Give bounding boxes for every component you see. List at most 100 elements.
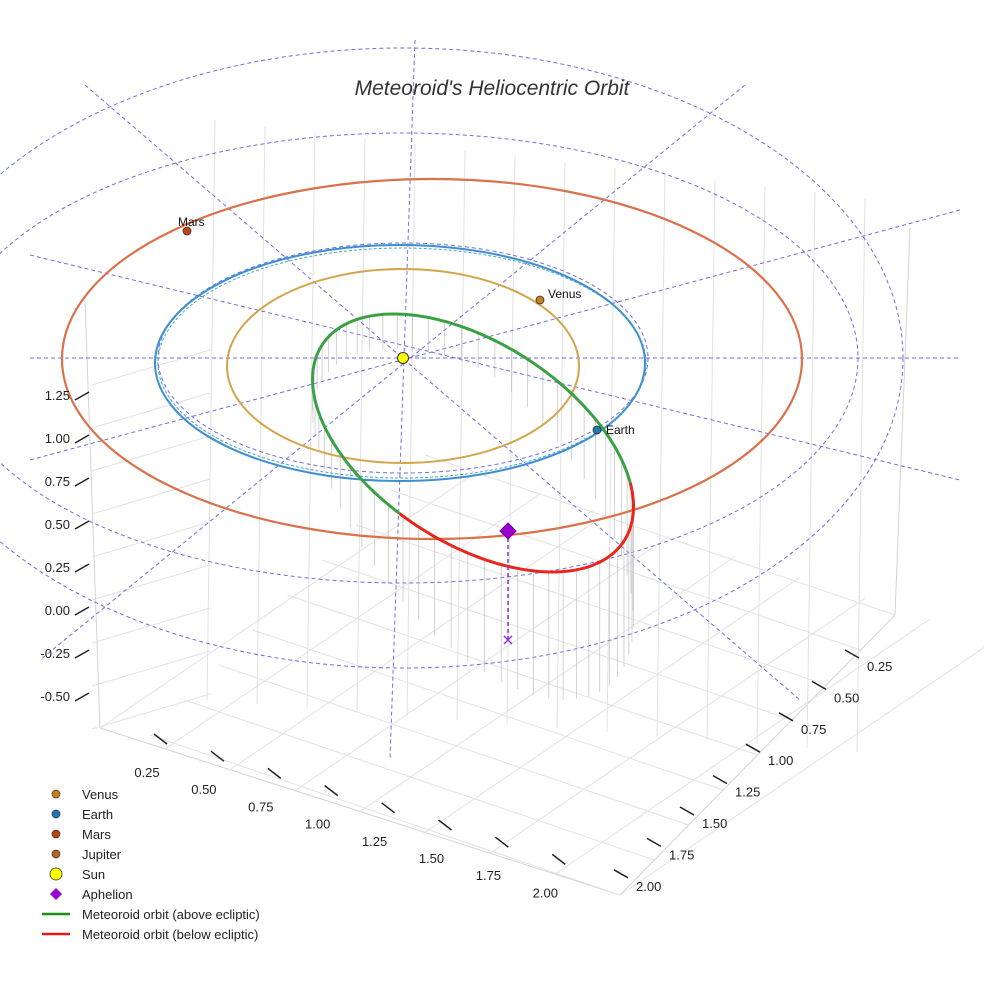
floor-gridline [184, 699, 655, 861]
pane-gridline [356, 137, 366, 713]
legend-label: Meteoroid orbit (below ecliptic) [82, 927, 258, 942]
floor-gridline [218, 664, 689, 826]
mars-marker [182, 226, 192, 236]
venus-marker [535, 295, 545, 305]
pane-gridline [91, 564, 211, 601]
pane-gridline [306, 131, 316, 709]
floor-gridline [294, 535, 671, 792]
x-tick-mark [494, 836, 509, 848]
x-tick-label: 1.00 [305, 817, 330, 832]
legend-marker [51, 809, 61, 819]
legend: Venus Earth Mars Jupiter Sun Aphelion Meteoroi… [42, 787, 260, 942]
venus-orbit [226, 268, 580, 464]
y-tick-mark [613, 869, 629, 879]
pane-gridline [91, 349, 211, 386]
pane-gridline [656, 173, 666, 737]
z-tick-mark [74, 692, 90, 702]
floor-gridline [287, 594, 758, 756]
pane-gridline [856, 197, 866, 753]
pane-gridline [556, 161, 566, 729]
planet-label-earth: Earth [606, 423, 635, 437]
pane-gridline [91, 607, 211, 644]
pane-gridline [91, 650, 211, 687]
z-tick-mark [74, 434, 90, 444]
x-tick-label: 0.50 [191, 782, 216, 797]
floor-gridline [390, 489, 861, 651]
pane-gridline [406, 143, 416, 717]
meteoroid-orbit-above [310, 312, 632, 515]
floor-gridline [229, 514, 606, 771]
planet-label-mars: Mars [178, 215, 205, 229]
y-tick-mark [646, 837, 662, 848]
z-tick-label: 0.00 [45, 603, 70, 618]
x-tick-label: 1.25 [362, 834, 387, 849]
legend-label: Mars [82, 827, 111, 842]
earth-marker [592, 425, 602, 435]
aphelion-projection-x: × [501, 630, 514, 649]
pane-gridline [256, 125, 266, 705]
pane-gridline [756, 185, 766, 745]
legend-marker [49, 867, 63, 881]
planet-orbits [60, 177, 804, 541]
polar-spoke [39, 84, 746, 661]
y-tick-mark [745, 743, 761, 753]
pane-gridline [456, 149, 466, 721]
planet-markers: Mars Venus Earth [178, 215, 635, 540]
floor-gridline [164, 493, 541, 750]
aphelion-marker [499, 522, 517, 540]
meteoroid-orbit: × [310, 312, 636, 649]
legend-marker [51, 789, 61, 799]
z-tick-mark [74, 520, 90, 530]
chart-title: Meteoroid's Heliocentric Orbit [355, 77, 631, 100]
meteoroid-orbit-below [398, 482, 636, 574]
pane-gridline [706, 179, 716, 741]
z-tick-label: -0.50 [40, 689, 70, 704]
z-tick-label: -0.25 [40, 646, 70, 661]
z-tick-mark [74, 477, 90, 487]
floor-gridline [489, 597, 866, 854]
legend-label: Sun [82, 867, 105, 882]
z-tick-label: 0.25 [45, 560, 70, 575]
floor-gridline [321, 559, 793, 721]
projection-stems [312, 314, 634, 700]
pane-gridline [91, 392, 211, 429]
pane-gridline [806, 191, 816, 749]
polar-spoke [84, 84, 801, 701]
sun-marker [397, 352, 409, 364]
z-tick-label: 1.00 [45, 431, 70, 446]
y-tick-mark [712, 774, 728, 785]
legend-label: Meteoroid orbit (above ecliptic) [82, 907, 260, 922]
polar-spoke [29, 209, 961, 461]
floor-gridline [424, 576, 801, 833]
legend-marker [50, 888, 62, 900]
legend-label: Earth [82, 807, 113, 822]
pane-gridline [606, 167, 616, 733]
y-tick-label: 0.50 [834, 690, 859, 705]
pane-gridline [91, 478, 211, 515]
x-tick-mark [324, 785, 339, 797]
pane-edge [894, 227, 911, 616]
x-tick-label: 2.00 [533, 885, 558, 900]
z-tick-label: 0.75 [45, 474, 70, 489]
floor-gridline [356, 524, 827, 686]
planet-label-venus: Venus [548, 287, 581, 301]
x-tick-mark [267, 767, 282, 779]
z-tick-mark [74, 606, 90, 616]
x-tick-mark [551, 853, 566, 865]
y-tick-mark [778, 712, 794, 722]
floor-gridline [252, 629, 724, 791]
pane-gridline [91, 693, 211, 730]
floor-gridline [424, 454, 896, 616]
y-tick-label: 1.00 [768, 753, 793, 768]
earth-orbit [154, 244, 646, 482]
x-tick-label: 1.50 [419, 851, 444, 866]
x-tick-mark [153, 733, 168, 745]
mars-orbit [60, 177, 804, 541]
z-tick-mark [74, 649, 90, 659]
y-tick-mark [811, 680, 827, 691]
x-tick-label: 0.25 [134, 765, 159, 780]
y-tick-label: 2.00 [636, 879, 661, 894]
floor-gridline [619, 646, 984, 896]
legend-marker [51, 849, 61, 859]
